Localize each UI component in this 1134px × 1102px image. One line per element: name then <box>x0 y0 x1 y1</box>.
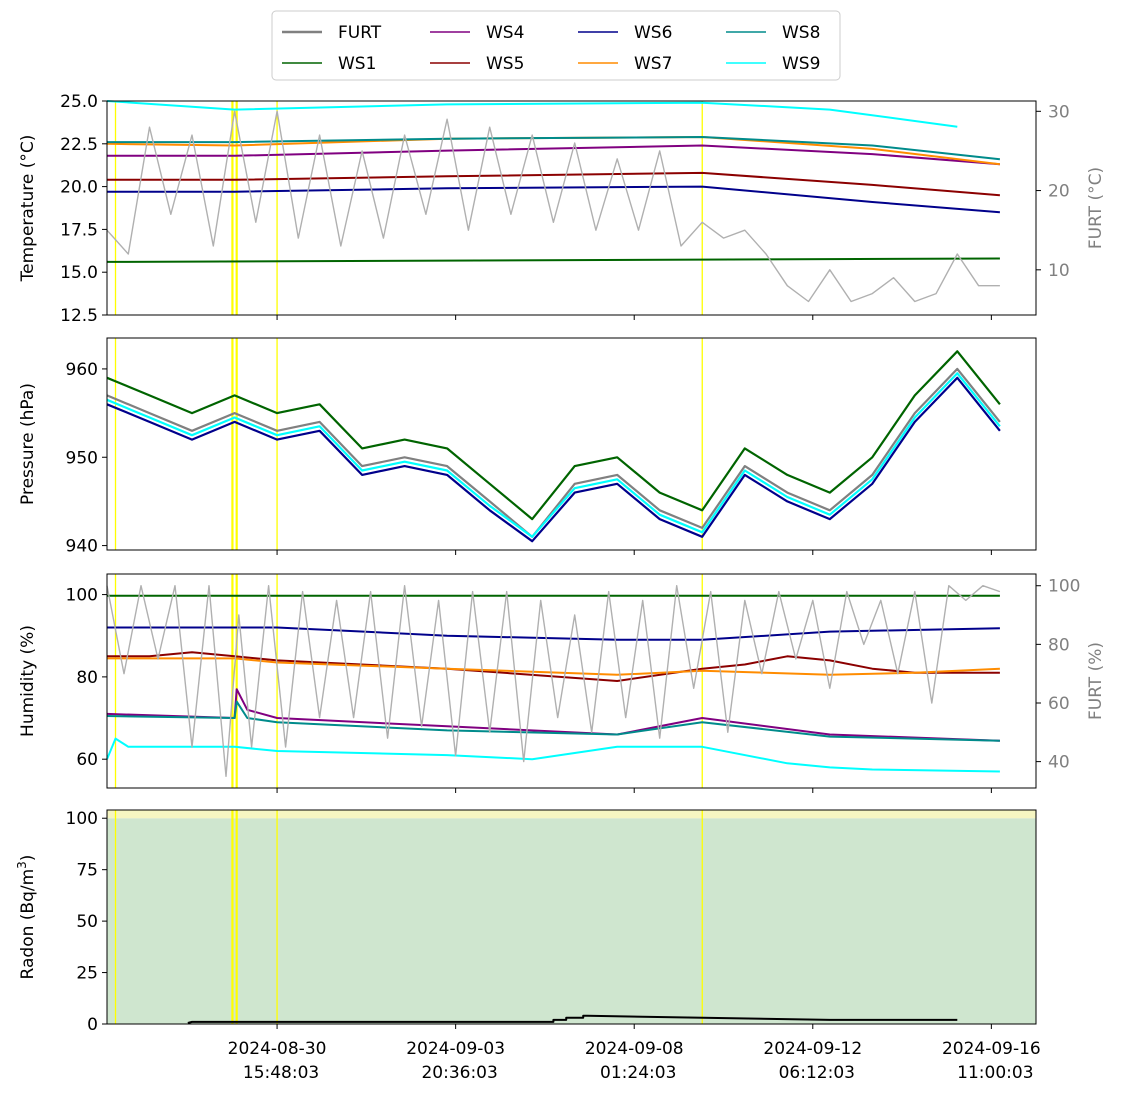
y-axis-label: Pressure (hPa) <box>18 383 38 505</box>
series-ws7-line <box>107 657 1000 676</box>
x-tick-label-time: 11:00:03 <box>957 1063 1033 1083</box>
y-tick-label: 22.5 <box>60 135 98 155</box>
series-ws8-line <box>107 136 1001 161</box>
y2-axis-label: FURT (%) <box>1086 642 1106 720</box>
y-tick-label: 950 <box>66 448 98 468</box>
y-axis-label-main: Humidity (%) <box>18 625 38 737</box>
series-ws6-line <box>106 376 1001 543</box>
series-ws6-line <box>107 185 1000 214</box>
y2-tick-label: 10 <box>1048 261 1070 281</box>
x-tick-label-date: 2024-09-03 <box>406 1039 505 1059</box>
legend-label-ws5: WS5 <box>486 54 524 74</box>
y-tick-label: 25 <box>76 964 98 984</box>
x-tick-label-time: 15:48:03 <box>243 1063 319 1083</box>
y-tick-label: 60 <box>76 750 98 770</box>
y-tick-label: 960 <box>66 360 98 380</box>
series-ws6-line <box>107 626 1000 641</box>
y-tick-label: 20.0 <box>60 178 98 198</box>
panel-1: 12.5 15.0 17.5 20.0 22.5 25.0 10 20 30 FURT (°C) T… <box>18 92 1106 326</box>
legend-label-ws7: WS7 <box>634 54 672 74</box>
series-ws9-line <box>106 100 958 128</box>
legend-label-ws4: WS4 <box>486 23 524 43</box>
y-tick-label: 0 <box>87 1015 98 1035</box>
x-tick-label-time: 20:36:03 <box>421 1063 497 1083</box>
y2-tick-label: 40 <box>1048 753 1070 773</box>
x-tick-label-date: 2024-08-30 <box>228 1039 327 1059</box>
y-tick-label: 75 <box>76 861 98 881</box>
series-ws9-line <box>106 737 1000 773</box>
y-tick-label: 25.0 <box>60 92 98 112</box>
legend: FURT WS1 WS4 WS5 WS6 WS7 WS8 WS9 <box>271 10 841 81</box>
y-tick-label: 100 <box>66 809 98 829</box>
y2-tick-label: 20 <box>1048 182 1070 202</box>
x-tick-label-date: 2024-09-08 <box>585 1039 684 1059</box>
radon-band-1 <box>107 818 1036 1024</box>
y-tick-label: 17.5 <box>60 220 98 240</box>
series-ws5-line <box>107 171 1000 197</box>
x-tick-label-date: 2024-09-16 <box>942 1039 1041 1059</box>
panel-frame <box>106 337 1037 551</box>
legend-frame <box>271 10 841 81</box>
series-furt-line <box>106 585 1001 777</box>
panel-frame <box>106 809 1037 1025</box>
panel-4: 0 25 50 75 100 Radon (Bq/m3) <box>15 809 1037 1035</box>
x-tick-label-time: 01:24:03 <box>600 1063 676 1083</box>
panel-2: 940 950 960 Pressure (hPa) <box>18 337 1037 557</box>
panel-frame <box>106 573 1037 789</box>
series-ws8-line <box>106 700 1000 742</box>
y-tick-label: 940 <box>66 537 98 557</box>
y-axis-label-superscript: 3 <box>15 861 29 869</box>
series-ws1-line <box>106 257 1000 263</box>
y2-tick-label: 60 <box>1048 694 1070 714</box>
y-tick-label: 15.0 <box>60 263 98 283</box>
x-tick-label-date: 2024-09-12 <box>763 1039 862 1059</box>
y2-tick-label: 80 <box>1048 635 1070 655</box>
panel-3: 60 80 100 40 60 80 100 FURT (%) Humidity (%) <box>18 573 1106 793</box>
y-tick-label: 12.5 <box>60 306 98 326</box>
legend-label-ws6: WS6 <box>634 23 672 43</box>
y-axis-label-main: Temperature (°C) <box>18 135 38 283</box>
y-axis-label-main: Pressure (hPa) <box>18 383 38 505</box>
y-axis-label-main: Radon (Bq/m <box>18 869 38 980</box>
legend-label-furt: FURT <box>338 23 382 43</box>
radon-band-2 <box>107 810 1036 819</box>
series-ws5-line <box>107 651 1000 682</box>
y-tick-label: 80 <box>76 668 98 688</box>
series-ws9-line <box>106 372 1001 538</box>
x-tick-label-time: 06:12:03 <box>779 1063 855 1083</box>
legend-label-ws1: WS1 <box>338 54 376 74</box>
y-tick-label: 50 <box>76 912 98 932</box>
series-ws4-line <box>107 144 1000 166</box>
y2-tick-label: 100 <box>1048 577 1080 597</box>
y-axis-label: Humidity (%) <box>18 625 38 737</box>
series-ws1-line <box>106 350 1001 521</box>
series-furt-line <box>106 110 1000 303</box>
panel-frame <box>106 100 1037 316</box>
y-tick-label: 100 <box>66 586 98 606</box>
series-radon-line <box>187 1014 958 1024</box>
y2-tick-label: 30 <box>1048 102 1070 122</box>
series-furt-line <box>106 367 1001 538</box>
y2-axis-label: FURT (°C) <box>1086 167 1106 249</box>
legend-label-ws9: WS9 <box>782 54 820 74</box>
y-axis-label: Temperature (°C) <box>18 135 38 283</box>
y-axis-label: Radon (Bq/m3) <box>15 855 38 980</box>
legend-label-ws8: WS8 <box>782 23 820 43</box>
y-axis-label-close: ) <box>18 855 38 862</box>
